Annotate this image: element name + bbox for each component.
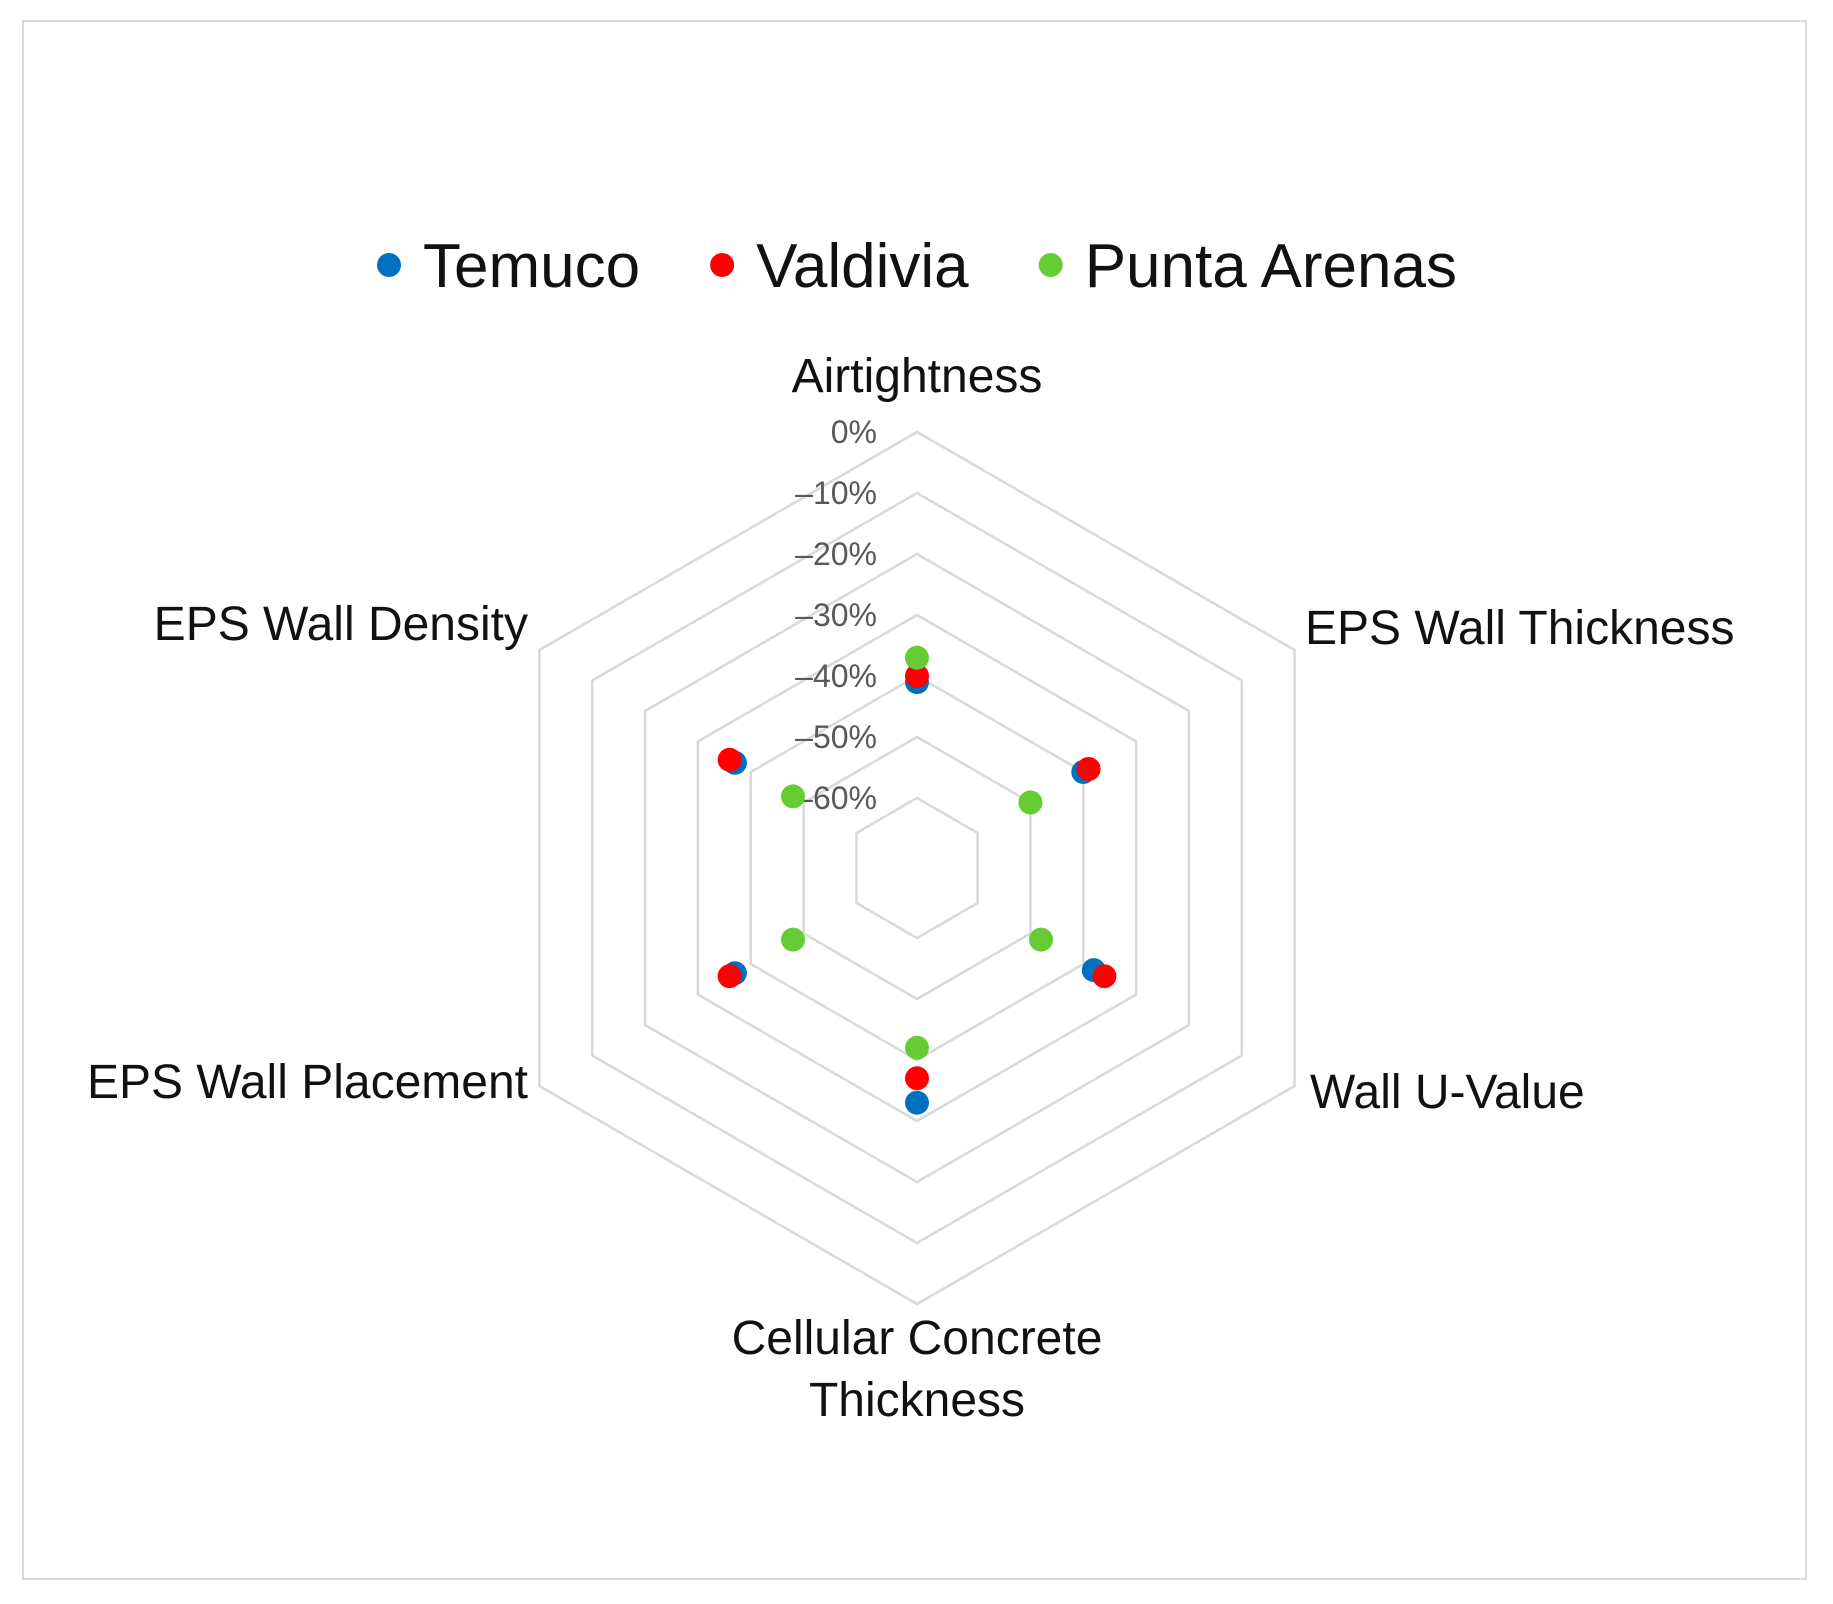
axis-label: Cellular Concrete xyxy=(732,1312,1103,1365)
legend: Temuco Valdivia Punta Arenas xyxy=(377,232,1457,301)
axis-labels: Airtightness EPS Wall Thickness Wall U-Val… xyxy=(87,350,1735,1427)
axis-label: Thickness xyxy=(809,1374,1025,1427)
data-point-punta-arenas xyxy=(1018,790,1043,815)
radial-tick-label: 0% xyxy=(831,414,877,450)
data-point-valdivia xyxy=(905,664,929,688)
radial-tick-label: –20% xyxy=(795,536,877,572)
legend-item-temuco: Temuco xyxy=(377,232,640,301)
axis-label: EPS Wall Density xyxy=(154,598,528,651)
data-point-valdivia xyxy=(717,747,742,772)
radial-tick-label: –30% xyxy=(795,597,877,633)
data-points xyxy=(717,645,1117,1115)
legend-marker xyxy=(377,253,401,277)
radial-tick-label: –40% xyxy=(795,658,877,694)
data-point-valdivia xyxy=(1092,964,1117,989)
data-point-punta-arenas xyxy=(781,784,805,809)
grid-ring-3 xyxy=(696,613,1138,1123)
legend-label: Temuco xyxy=(423,232,640,301)
radial-tick-labels: 0% –10% –20% –30% –40% –50% –60% xyxy=(795,414,877,816)
legend-marker xyxy=(710,253,735,277)
radial-tick-label: –10% xyxy=(795,475,877,511)
data-point-punta-arenas xyxy=(905,1035,929,1060)
grid-ring-5 xyxy=(802,735,1032,1001)
grid-ring-0 xyxy=(538,430,1296,1306)
data-point-temuco xyxy=(905,1090,929,1115)
legend-label: Valdivia xyxy=(756,232,969,301)
data-point-valdivia xyxy=(905,1066,929,1091)
legend-item-punta-arenas: Punta Arenas xyxy=(1038,232,1457,301)
data-point-punta-arenas xyxy=(1029,927,1053,952)
data-point-punta-arenas xyxy=(781,927,805,952)
data-point-valdivia xyxy=(1076,757,1101,781)
axis-label: EPS Wall Thickness xyxy=(1305,602,1734,655)
radial-tick-label: –60% xyxy=(795,780,877,816)
grid-ring-6 xyxy=(855,796,979,940)
data-point-valdivia xyxy=(717,964,742,989)
legend-label: Punta Arenas xyxy=(1085,232,1457,301)
axis-label: EPS Wall Placement xyxy=(87,1056,528,1109)
legend-marker xyxy=(1038,253,1063,277)
grid-layer xyxy=(538,430,1296,1306)
axis-label: Wall U-Value xyxy=(1310,1066,1585,1119)
grid-ring-2 xyxy=(643,552,1191,1184)
radial-tick-label: –50% xyxy=(795,719,877,755)
grid-ring-1 xyxy=(590,491,1244,1245)
axis-label: Airtightness xyxy=(792,350,1043,403)
legend-item-valdivia: Valdivia xyxy=(710,232,969,301)
data-point-punta-arenas xyxy=(905,645,929,670)
